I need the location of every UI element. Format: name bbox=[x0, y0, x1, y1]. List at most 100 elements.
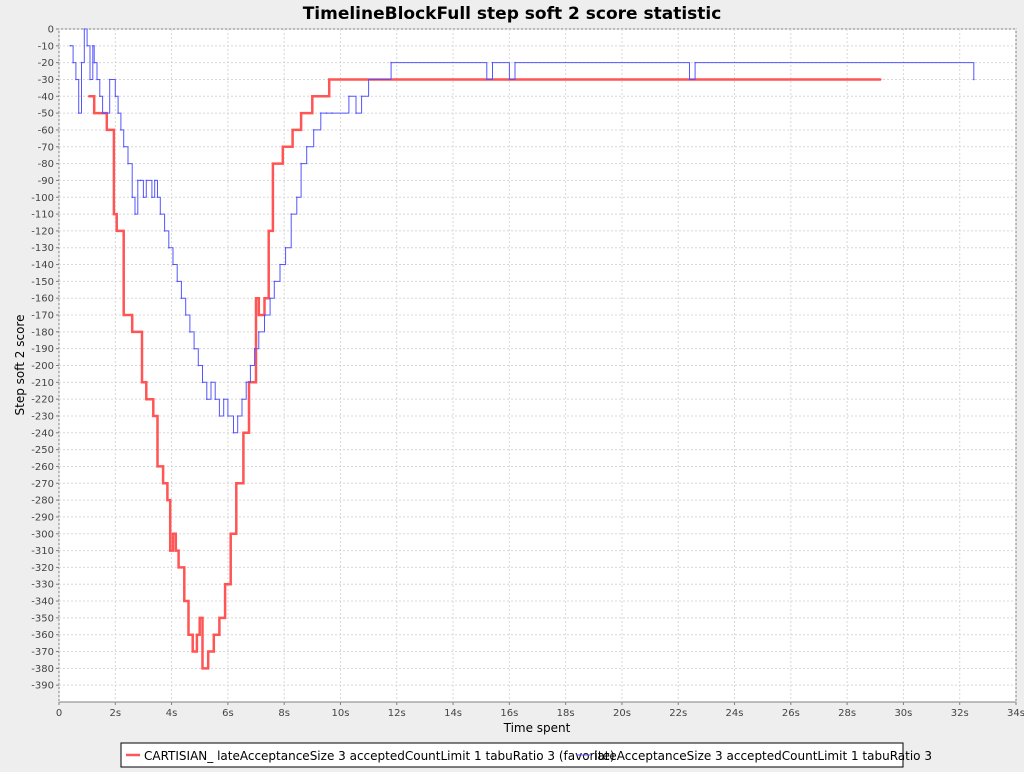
y-tick-label: -170 bbox=[31, 311, 54, 322]
y-tick-label: -160 bbox=[31, 294, 54, 305]
y-tick-label: -290 bbox=[31, 512, 54, 523]
y-tick-label: -120 bbox=[31, 226, 54, 237]
series-1-point bbox=[236, 415, 239, 417]
series-0-point bbox=[213, 633, 215, 636]
y-tick-label: 0 bbox=[48, 25, 54, 36]
y-tick-label: -250 bbox=[31, 445, 54, 456]
series-1-point bbox=[86, 45, 88, 47]
series-1-point bbox=[163, 230, 166, 232]
series-1-point bbox=[222, 398, 225, 401]
series-0-point bbox=[196, 633, 198, 636]
y-tick-label: -130 bbox=[31, 243, 54, 254]
y-tick-label: -320 bbox=[31, 563, 54, 574]
x-tick-label: 20s bbox=[613, 708, 631, 719]
series-1-point bbox=[75, 78, 77, 81]
series-1-point bbox=[360, 95, 363, 98]
grid-layer bbox=[58, 28, 1017, 702]
x-tick-label: 16s bbox=[500, 708, 518, 719]
y-tick-label: -260 bbox=[31, 462, 54, 473]
series-0-point bbox=[115, 230, 118, 232]
y-tick-label: -150 bbox=[31, 277, 54, 288]
series-1-point bbox=[104, 112, 107, 114]
series-1-point bbox=[99, 95, 101, 98]
series-1-point bbox=[241, 398, 243, 401]
series-0-point bbox=[235, 482, 238, 485]
series-1-point bbox=[253, 347, 256, 350]
series-0-point bbox=[177, 566, 180, 569]
x-tick-label: 0 bbox=[56, 708, 62, 719]
series-0-point bbox=[263, 297, 266, 300]
series-0-point bbox=[255, 297, 257, 300]
series-1-point bbox=[320, 112, 322, 114]
series-1-point bbox=[206, 398, 208, 401]
series-1-point bbox=[263, 314, 266, 316]
series-1-point bbox=[193, 347, 195, 350]
series-0-point bbox=[166, 499, 169, 501]
series-1-point bbox=[83, 28, 86, 30]
series-0-point bbox=[272, 162, 274, 165]
y-tick-label: -370 bbox=[31, 647, 54, 658]
x-tick-label: 12s bbox=[388, 708, 406, 719]
series-1-point bbox=[491, 61, 494, 64]
series-0-point bbox=[93, 112, 95, 114]
y-tick-label: -300 bbox=[31, 529, 54, 540]
series-0-point bbox=[242, 432, 245, 434]
series-1-point bbox=[159, 213, 162, 215]
series-1-point bbox=[688, 78, 691, 81]
x-tick-label: 26s bbox=[782, 708, 800, 719]
series-1-point bbox=[973, 78, 975, 81]
series-0-point bbox=[191, 650, 194, 653]
series-0-point bbox=[207, 650, 209, 653]
series-1-point bbox=[284, 246, 287, 249]
y-tick-label: -340 bbox=[31, 597, 54, 608]
y-tick-label: -240 bbox=[31, 428, 54, 439]
series-0-point bbox=[183, 600, 186, 602]
series-0-point bbox=[145, 398, 148, 401]
series-1-point bbox=[131, 196, 133, 199]
series-1-point bbox=[348, 95, 350, 98]
series-0-point bbox=[169, 549, 171, 552]
series-1-point bbox=[176, 280, 178, 283]
y-tick-label: -360 bbox=[31, 630, 54, 641]
series-1-point bbox=[69, 45, 72, 47]
y-tick-label: -210 bbox=[31, 378, 54, 389]
series-1-point bbox=[273, 280, 276, 283]
series-1-point bbox=[80, 61, 83, 64]
series-1-point bbox=[184, 314, 187, 316]
y-tick-label: -20 bbox=[38, 58, 54, 69]
legend-label-series-0: CARTISIAN_ lateAcceptanceSize 3 accepted… bbox=[144, 749, 615, 763]
series-1-point bbox=[92, 45, 94, 47]
series-0-point bbox=[201, 667, 204, 670]
legend-label-series-1: lateAcceptanceSize 3 acceptedCountLimit … bbox=[594, 749, 932, 763]
series-1-point bbox=[312, 129, 315, 131]
series-1-point bbox=[77, 112, 80, 114]
series-1-point bbox=[290, 213, 293, 215]
y-tick-label: -390 bbox=[31, 681, 54, 692]
series-0-point bbox=[87, 95, 90, 98]
y-tick-label: -60 bbox=[38, 125, 54, 136]
x-tick-label: 18s bbox=[557, 708, 575, 719]
series-1-point bbox=[232, 432, 235, 434]
series-1-point bbox=[269, 297, 271, 300]
series-0-point bbox=[277, 162, 280, 165]
x-tick-label: 10s bbox=[332, 708, 350, 719]
y-tick-label: -330 bbox=[31, 580, 54, 591]
series-1-point bbox=[355, 112, 357, 114]
y-tick-label: -280 bbox=[31, 496, 54, 507]
y-tick-label: -230 bbox=[31, 411, 54, 422]
series-0-point bbox=[172, 533, 174, 535]
x-tick-label: 30s bbox=[894, 708, 912, 719]
y-tick-label: -200 bbox=[31, 361, 54, 372]
series-1-point bbox=[694, 61, 696, 64]
series-1-point bbox=[296, 196, 298, 199]
series-0-point bbox=[238, 482, 240, 485]
series-0-point bbox=[291, 129, 294, 131]
y-tick-label: -220 bbox=[31, 395, 54, 406]
series-1-point bbox=[153, 179, 156, 182]
series-0-point bbox=[175, 549, 177, 552]
x-tick-label: 4s bbox=[166, 708, 178, 719]
x-tick-label: 32s bbox=[951, 708, 969, 719]
y-tick-label: -80 bbox=[38, 159, 54, 170]
series-1-point bbox=[189, 331, 191, 333]
